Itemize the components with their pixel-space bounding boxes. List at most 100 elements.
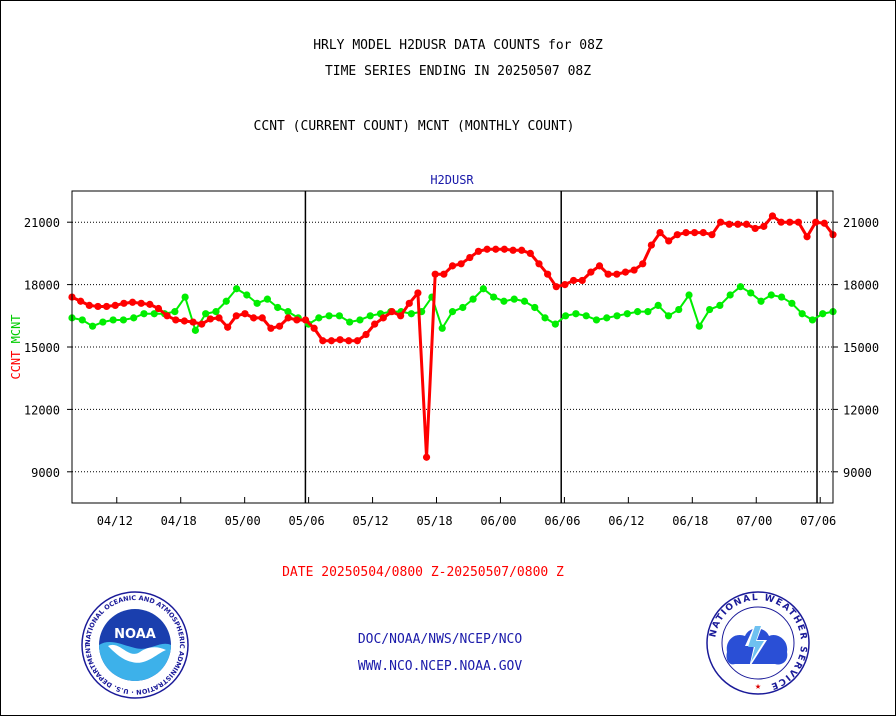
data-point-mcnt bbox=[274, 303, 282, 312]
x-tick-label: 07/00 bbox=[736, 514, 772, 528]
vertical-marker-layer bbox=[304, 191, 818, 503]
data-point-mcnt bbox=[459, 303, 467, 312]
data-point-ccnt bbox=[500, 245, 508, 253]
data-point-ccnt bbox=[397, 312, 405, 320]
data-point-ccnt bbox=[742, 220, 751, 228]
data-point-mcnt bbox=[448, 308, 457, 316]
data-point-mcnt bbox=[654, 301, 662, 309]
data-point-ccnt bbox=[569, 276, 578, 285]
svg-text:★: ★ bbox=[755, 681, 761, 692]
data-point-mcnt bbox=[808, 316, 817, 324]
y-tick-layer: 9000 9000 12000 12000 15000 15000 18000 18000 21… bbox=[24, 216, 879, 480]
series-mcnt bbox=[68, 283, 837, 334]
data-point-ccnt bbox=[319, 337, 327, 345]
data-point-ccnt bbox=[180, 317, 189, 325]
data-point-mcnt bbox=[356, 316, 364, 324]
data-point-mcnt bbox=[212, 308, 220, 316]
data-point-mcnt bbox=[88, 322, 97, 330]
data-point-ccnt bbox=[786, 218, 794, 226]
data-point-ccnt bbox=[293, 316, 301, 324]
data-point-mcnt bbox=[500, 297, 508, 305]
data-point-mcnt bbox=[541, 314, 549, 322]
chart-title-line1: HRLY MODEL H2DUSR DATA COUNTS for 08Z bbox=[313, 38, 603, 53]
data-point-ccnt bbox=[388, 308, 396, 316]
data-point-ccnt bbox=[647, 241, 655, 249]
x-tick-label: 06/12 bbox=[608, 514, 644, 528]
data-point-mcnt bbox=[346, 318, 354, 326]
data-point-ccnt bbox=[215, 314, 223, 322]
x-tick-label: 06/06 bbox=[544, 514, 580, 528]
data-point-mcnt bbox=[243, 291, 251, 299]
data-point-ccnt bbox=[561, 281, 569, 289]
data-point-ccnt bbox=[284, 314, 292, 322]
data-point-mcnt bbox=[582, 312, 590, 320]
data-point-ccnt bbox=[301, 316, 310, 324]
data-point-ccnt bbox=[422, 453, 431, 461]
data-point-mcnt bbox=[562, 312, 570, 320]
data-point-mcnt bbox=[325, 312, 333, 320]
grid-layer bbox=[72, 221, 833, 473]
data-point-mcnt bbox=[109, 316, 117, 324]
data-point-ccnt bbox=[544, 270, 552, 278]
data-point-mcnt bbox=[819, 310, 827, 318]
x-tick-label: 06/18 bbox=[672, 514, 708, 528]
data-point-ccnt bbox=[613, 270, 621, 278]
data-point-ccnt bbox=[725, 220, 733, 228]
data-point-ccnt bbox=[362, 330, 370, 339]
data-point-mcnt bbox=[603, 314, 611, 322]
data-point-ccnt bbox=[673, 231, 681, 239]
data-point-mcnt bbox=[572, 310, 580, 318]
data-point-mcnt bbox=[78, 316, 86, 324]
data-point-ccnt bbox=[604, 270, 612, 278]
data-point-mcnt bbox=[767, 291, 775, 299]
data-point-mcnt bbox=[119, 316, 128, 324]
website-link[interactable]: WWW.NCO.NCEP.NOAA.GOV bbox=[357, 659, 523, 674]
data-point-ccnt bbox=[448, 262, 457, 270]
x-tick-label: 07/06 bbox=[800, 514, 836, 528]
data-point-mcnt bbox=[747, 289, 755, 297]
data-point-ccnt bbox=[812, 218, 820, 226]
data-point-mcnt bbox=[253, 299, 261, 307]
data-point-mcnt bbox=[685, 291, 693, 299]
data-point-mcnt bbox=[531, 303, 539, 312]
x-tick-label: 05/00 bbox=[225, 514, 261, 528]
data-point-ccnt bbox=[163, 312, 171, 320]
data-point-ccnt bbox=[820, 219, 828, 227]
data-point-ccnt bbox=[198, 320, 206, 328]
data-point-ccnt bbox=[768, 212, 777, 220]
data-point-ccnt bbox=[751, 224, 759, 233]
data-point-mcnt bbox=[335, 312, 343, 320]
data-point-ccnt bbox=[734, 220, 742, 228]
data-point-mcnt bbox=[140, 310, 148, 318]
data-point-mcnt bbox=[664, 312, 673, 320]
data-point-ccnt bbox=[250, 314, 258, 322]
data-point-ccnt bbox=[258, 314, 266, 322]
plot-title: H2DUSR bbox=[430, 173, 474, 187]
data-point-mcnt bbox=[407, 310, 415, 318]
data-point-mcnt bbox=[520, 297, 529, 305]
data-point-ccnt bbox=[526, 249, 534, 257]
y-tick-label-left: 21000 bbox=[24, 216, 60, 230]
data-point-mcnt bbox=[623, 310, 631, 318]
data-point-mcnt bbox=[438, 324, 446, 332]
data-point-mcnt bbox=[490, 293, 498, 301]
data-point-mcnt bbox=[202, 310, 210, 318]
data-point-mcnt bbox=[798, 310, 806, 318]
data-point-mcnt bbox=[315, 314, 323, 322]
data-point-ccnt bbox=[457, 260, 465, 268]
data-point-ccnt bbox=[621, 268, 630, 276]
x-tick-label: 04/12 bbox=[97, 514, 133, 528]
data-point-ccnt bbox=[708, 231, 716, 239]
data-point-ccnt bbox=[379, 314, 387, 322]
data-point-ccnt bbox=[552, 283, 560, 291]
data-point-mcnt bbox=[222, 297, 230, 305]
data-point-ccnt bbox=[154, 304, 163, 313]
date-range-label: DATE 20250504/0800 Z-20250507/0800 Z bbox=[282, 565, 564, 580]
data-point-ccnt bbox=[639, 260, 647, 268]
data-point-ccnt bbox=[137, 299, 145, 307]
data-point-mcnt bbox=[551, 320, 559, 328]
data-point-ccnt bbox=[146, 300, 154, 308]
data-point-ccnt bbox=[224, 323, 232, 331]
data-point-mcnt bbox=[644, 308, 652, 316]
